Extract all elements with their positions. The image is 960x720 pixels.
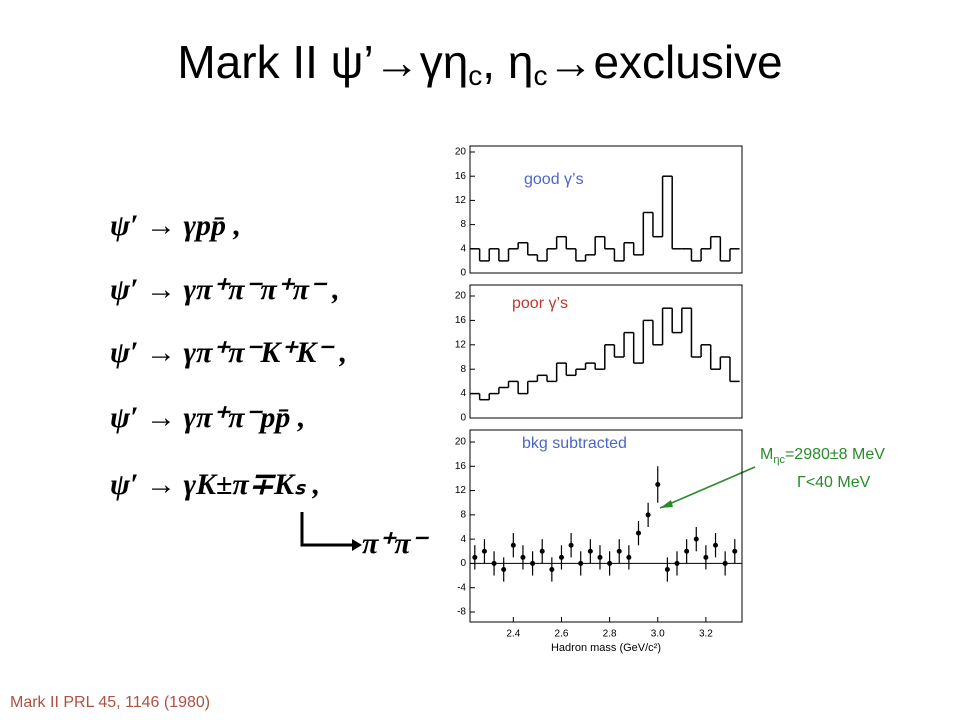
data-point bbox=[578, 560, 584, 566]
x-tick-label: 2.4 bbox=[506, 629, 520, 640]
y-tick-label: -8 bbox=[457, 607, 466, 618]
width-annotation: Γ<40 MeV bbox=[797, 474, 871, 491]
annotation-sub: ηc bbox=[773, 454, 785, 466]
title-sub: c bbox=[533, 60, 547, 91]
decay: ψ′ → γπ⁺π⁻K⁺K⁻ , bbox=[110, 336, 347, 369]
data-point bbox=[597, 554, 603, 560]
data-point bbox=[713, 542, 719, 548]
y-tick-label: 12 bbox=[455, 339, 467, 350]
data-point bbox=[510, 542, 516, 548]
annotation-part: =2980±8 MeV bbox=[785, 446, 885, 463]
y-tick-label: 20 bbox=[455, 437, 467, 448]
decay: ψ′ → γK±π∓Kₛ , bbox=[110, 468, 320, 501]
y-tick-label: 16 bbox=[455, 461, 467, 472]
y-tick-label: 20 bbox=[455, 147, 467, 158]
y-tick-label: 8 bbox=[460, 509, 466, 520]
data-point bbox=[693, 536, 699, 542]
slide-title: Mark II ψ’→γηc, ηc→exclusive bbox=[177, 36, 782, 91]
decay: ψ′ → γpp̄ , bbox=[110, 209, 241, 242]
data-point bbox=[558, 554, 564, 560]
data-point bbox=[520, 554, 526, 560]
y-tick-label: 0 bbox=[460, 558, 466, 569]
panel-frame bbox=[469, 145, 743, 274]
ks-arrow bbox=[300, 512, 352, 547]
data-point bbox=[501, 567, 507, 572]
annotation-arrowhead bbox=[660, 500, 673, 508]
data-point bbox=[491, 560, 497, 566]
data-point bbox=[472, 554, 478, 560]
y-tick-label: 8 bbox=[460, 219, 466, 230]
data-point bbox=[626, 554, 632, 560]
data-point bbox=[645, 512, 651, 518]
data-point bbox=[655, 482, 661, 487]
ks-decay: π⁺π⁻ bbox=[362, 527, 430, 560]
data-point bbox=[664, 567, 670, 572]
panel-frame bbox=[469, 429, 743, 623]
data-point bbox=[722, 560, 728, 566]
data-point bbox=[674, 560, 680, 566]
data-point bbox=[703, 554, 709, 560]
decay: ψ′ → γπ⁺π⁻pp̄ , bbox=[110, 401, 305, 434]
panel-title: poor γ’s bbox=[512, 295, 568, 312]
y-tick-label: 4 bbox=[460, 388, 466, 399]
y-tick-label: 0 bbox=[460, 413, 466, 424]
title-part: →exclusive bbox=[547, 36, 782, 88]
title-part: , η bbox=[482, 36, 533, 88]
data-point bbox=[539, 548, 545, 554]
x-tick-label: 2.8 bbox=[603, 629, 617, 640]
x-tick-label: 3.2 bbox=[699, 629, 713, 640]
data-point bbox=[732, 548, 738, 554]
data-point bbox=[607, 560, 613, 566]
panel-title: bkg subtracted bbox=[522, 435, 627, 452]
data-point bbox=[530, 560, 536, 566]
y-tick-label: 4 bbox=[460, 534, 466, 545]
title-part: Mark II ψ’→γη bbox=[177, 36, 468, 88]
title-sub: c bbox=[468, 60, 482, 91]
annotation-arrow bbox=[659, 466, 756, 509]
y-tick-label: 16 bbox=[455, 171, 467, 182]
data-point bbox=[616, 548, 622, 554]
mass-annotation: Mηc=2980±8 MeV bbox=[760, 446, 885, 466]
y-tick-label: -4 bbox=[457, 582, 466, 593]
x-tick-label: 2.6 bbox=[555, 629, 569, 640]
y-tick-label: 4 bbox=[460, 243, 466, 254]
y-tick-label: 20 bbox=[455, 291, 467, 302]
decay: ψ′ → γπ⁺π⁻π⁺π⁻ , bbox=[110, 273, 340, 306]
panel-title: good γ’s bbox=[524, 171, 584, 188]
footnote: Mark II PRL 45, 1146 (1980) bbox=[10, 694, 210, 711]
data-point bbox=[587, 548, 593, 554]
annotation-part: M bbox=[760, 446, 773, 463]
panel-frame bbox=[469, 284, 743, 419]
data-point bbox=[549, 567, 555, 572]
y-tick-label: 8 bbox=[460, 364, 466, 375]
x-tick-label: 3.0 bbox=[651, 629, 665, 640]
y-tick-label: 12 bbox=[455, 485, 467, 496]
data-point bbox=[684, 548, 690, 554]
ks-arrowhead bbox=[352, 539, 362, 551]
y-tick-label: 16 bbox=[455, 315, 467, 326]
data-point bbox=[568, 542, 574, 548]
x-axis-label: Hadron mass (GeV/c²) bbox=[551, 642, 661, 654]
data-point bbox=[481, 548, 487, 554]
data-point bbox=[635, 530, 641, 536]
y-tick-label: 12 bbox=[455, 195, 467, 206]
y-tick-label: 0 bbox=[460, 268, 466, 279]
